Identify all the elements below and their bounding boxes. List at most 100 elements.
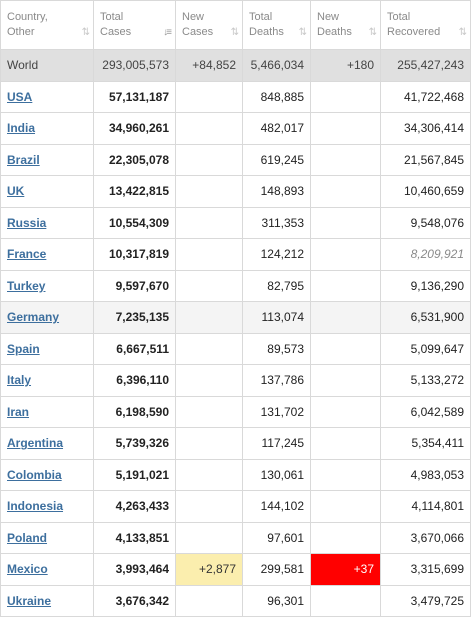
total-cases-cell: 4,133,851 xyxy=(93,521,176,554)
country-link[interactable]: UK xyxy=(7,184,25,199)
new-deaths-cell xyxy=(310,238,381,271)
country-cell: Iran xyxy=(0,395,94,428)
total-deaths-cell: 148,893 xyxy=(242,175,311,208)
table-row: Spain 6,667,511 89,573 5,099,647 xyxy=(0,332,471,365)
total-recovered-cell: 3,670,066 xyxy=(380,521,471,554)
new-cases-cell xyxy=(175,238,243,271)
total-recovered-cell: 3,315,699 xyxy=(380,553,471,586)
total-recovered-cell: 10,460,659 xyxy=(380,175,471,208)
country-link[interactable]: Iran xyxy=(7,404,30,419)
new-deaths-cell xyxy=(310,584,381,617)
new-cases-cell xyxy=(175,584,243,617)
total-cases-cell: 10,554,309 xyxy=(93,206,176,239)
new-cases-cell: +2,877 xyxy=(175,553,243,586)
new-deaths-cell xyxy=(310,112,381,145)
total-deaths-cell: 144,102 xyxy=(242,490,311,523)
new-cases-cell xyxy=(175,364,243,397)
country-link[interactable]: USA xyxy=(7,89,33,104)
new-cases-cell xyxy=(175,332,243,365)
country-cell: USA xyxy=(0,80,94,113)
new-cases-cell xyxy=(175,395,243,428)
table-row: Iran 6,198,590 131,702 6,042,589 xyxy=(0,395,471,428)
table-row: Turkey 9,597,670 82,795 9,136,290 xyxy=(0,269,471,302)
header-new-deaths[interactable]: New Deaths ⇅ xyxy=(310,0,381,50)
total-deaths-cell: 848,885 xyxy=(242,80,311,113)
country-link[interactable]: Italy xyxy=(7,373,32,388)
total-recovered-cell: 6,531,900 xyxy=(380,301,471,334)
table-row: Germany 7,235,135 113,074 6,531,900 xyxy=(0,301,471,334)
country-link[interactable]: Germany xyxy=(7,310,60,325)
total-cases-cell: 34,960,261 xyxy=(93,112,176,145)
total-recovered-cell: 4,114,801 xyxy=(380,490,471,523)
country-link[interactable]: Mexico xyxy=(7,562,48,577)
country-link[interactable]: Poland xyxy=(7,530,48,545)
total-recovered-cell: 5,099,647 xyxy=(380,332,471,365)
world-row: World 293,005,573 +84,852 5,466,034 +180… xyxy=(0,49,471,82)
country-link[interactable]: India xyxy=(7,121,36,136)
country-cell: Mexico xyxy=(0,553,94,586)
new-cases-cell xyxy=(175,175,243,208)
new-deaths-cell xyxy=(310,80,381,113)
country-link[interactable]: Turkey xyxy=(7,278,46,293)
total-recovered-cell: 5,133,272 xyxy=(380,364,471,397)
new-deaths-cell xyxy=(310,395,381,428)
new-deaths-cell: +37 xyxy=(310,553,381,586)
table-row: UK 13,422,815 148,893 10,460,659 xyxy=(0,175,471,208)
sort-icon[interactable]: ⇅ xyxy=(230,27,240,38)
new-deaths-cell: +180 xyxy=(310,49,381,82)
new-deaths-cell xyxy=(310,206,381,239)
country-link[interactable]: Russia xyxy=(7,215,47,230)
total-deaths-cell: 311,353 xyxy=(242,206,311,239)
total-cases-cell: 6,198,590 xyxy=(93,395,176,428)
total-recovered-cell: 21,567,845 xyxy=(380,143,471,176)
total-deaths-cell: 97,601 xyxy=(242,521,311,554)
country-link[interactable]: Ukraine xyxy=(7,593,52,608)
total-recovered-cell: 9,136,290 xyxy=(380,269,471,302)
country-cell: World xyxy=(0,49,94,82)
new-cases-cell xyxy=(175,301,243,334)
country-link[interactable]: Spain xyxy=(7,341,40,356)
new-cases-cell xyxy=(175,458,243,491)
table-row: France 10,317,819 124,212 8,209,921 xyxy=(0,238,471,271)
total-cases-cell: 10,317,819 xyxy=(93,238,176,271)
sort-icon[interactable]: ⇅ xyxy=(458,27,468,38)
table-row: Indonesia 4,263,433 144,102 4,114,801 xyxy=(0,490,471,523)
sort-icon[interactable]: ⇅ xyxy=(368,27,378,38)
new-cases-cell xyxy=(175,80,243,113)
total-recovered-cell: 3,479,725 xyxy=(380,584,471,617)
table-row: Ukraine 3,676,342 96,301 3,479,725 xyxy=(0,584,471,617)
total-recovered-cell: 4,983,053 xyxy=(380,458,471,491)
header-new-cases[interactable]: New Cases ⇅ xyxy=(175,0,243,50)
country-cell: France xyxy=(0,238,94,271)
total-cases-cell: 3,676,342 xyxy=(93,584,176,617)
total-cases-cell: 3,993,464 xyxy=(93,553,176,586)
new-deaths-cell xyxy=(310,269,381,302)
country-cell: Argentina xyxy=(0,427,94,460)
country-link[interactable]: Colombia xyxy=(7,467,62,482)
country-link[interactable]: Brazil xyxy=(7,152,40,167)
total-recovered-cell: 9,548,076 xyxy=(380,206,471,239)
header-total-recovered[interactable]: Total Recovered ⇅ xyxy=(380,0,471,50)
country-cell: Ukraine xyxy=(0,584,94,617)
total-deaths-cell: 96,301 xyxy=(242,584,311,617)
total-cases-cell: 5,739,326 xyxy=(93,427,176,460)
sort-desc-icon[interactable]: ↓≡ xyxy=(163,27,172,38)
total-deaths-cell: 482,017 xyxy=(242,112,311,145)
header-total-deaths[interactable]: Total Deaths ⇅ xyxy=(242,0,311,50)
table-row: Mexico 3,993,464 +2,877 299,581 +37 3,315,699 xyxy=(0,553,471,586)
header-country[interactable]: Country, Other ⇅ xyxy=(0,0,94,50)
country-cell: Italy xyxy=(0,364,94,397)
country-link[interactable]: Indonesia xyxy=(7,499,64,514)
new-deaths-cell xyxy=(310,364,381,397)
new-cases-cell xyxy=(175,143,243,176)
country-link[interactable]: Argentina xyxy=(7,436,64,451)
country-link[interactable]: France xyxy=(7,247,47,262)
total-recovered-cell: 41,722,468 xyxy=(380,80,471,113)
sort-icon[interactable]: ⇅ xyxy=(298,27,308,38)
new-deaths-cell xyxy=(310,175,381,208)
header-total-cases[interactable]: Total Cases ↓≡ xyxy=(93,0,176,50)
table-row: Argentina 5,739,326 117,245 5,354,411 xyxy=(0,427,471,460)
sort-icon[interactable]: ⇅ xyxy=(81,27,91,38)
table-row: Brazil 22,305,078 619,245 21,567,845 xyxy=(0,143,471,176)
total-cases-cell: 4,263,433 xyxy=(93,490,176,523)
